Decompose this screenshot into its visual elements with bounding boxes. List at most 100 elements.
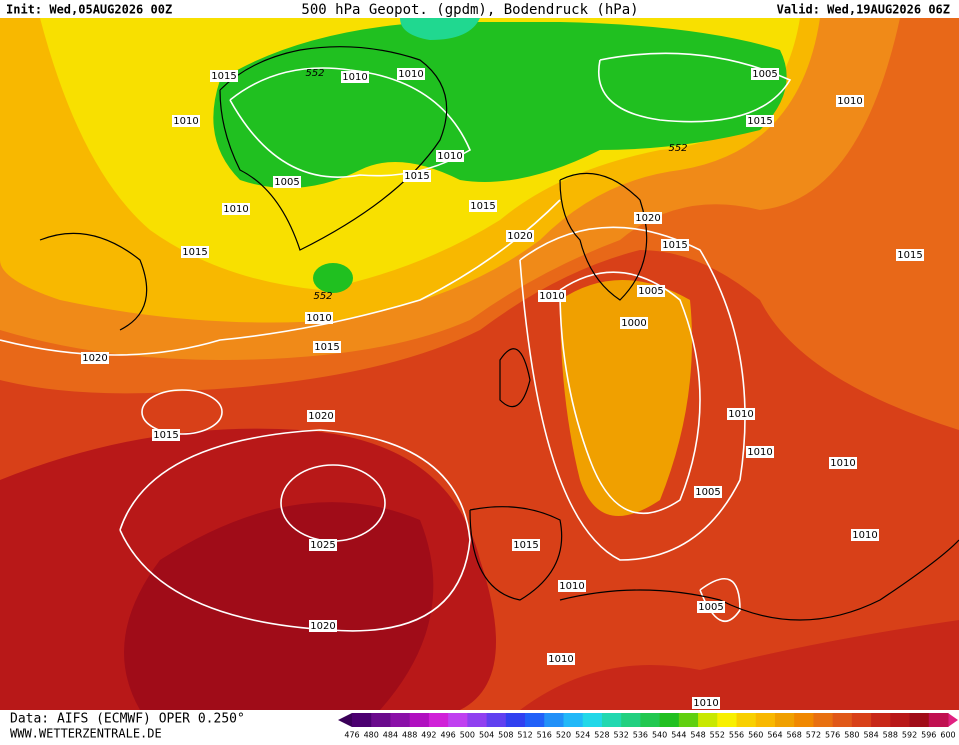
colorbar-swatch: [525, 713, 545, 727]
isobar-label: 1020: [635, 213, 660, 224]
isobar-label: 1005: [274, 177, 299, 188]
map-title: 500 hPa Geopot. (gpdm), Bodendruck (hPa): [301, 2, 638, 18]
isobar-label-box: [692, 697, 720, 709]
isobar-label: 552: [305, 68, 324, 79]
isobar-label-box: [829, 457, 857, 469]
isobar-label-box: [746, 115, 774, 127]
isobar-label-box: [309, 620, 337, 632]
isobar-label-box: [547, 653, 575, 665]
colorbar-arrow: [948, 713, 958, 727]
isobar-label: 1015: [404, 171, 429, 182]
isobar-label-box: [307, 410, 335, 422]
init-time: Init: Wed,05AUG2026 00Z: [6, 3, 172, 17]
colorbar-label: 492: [421, 731, 436, 740]
isobar-label-box: [727, 408, 755, 420]
colorbar-label: 584: [863, 731, 878, 740]
colorbar-swatch: [717, 713, 738, 727]
isobar-label: 1010: [548, 654, 573, 665]
colorbar-swatch: [871, 713, 891, 727]
isobar-label: 1010: [837, 96, 862, 107]
isobar-label: 1020: [82, 353, 107, 364]
colorbar-swatch: [813, 713, 834, 727]
isobar-label: 1010: [437, 151, 462, 162]
isobar-label: 1010: [852, 530, 877, 541]
header: Init: Wed,05AUG2026 00Z 500 hPa Geopot. …: [0, 0, 959, 18]
isobar-label: 1020: [310, 621, 335, 632]
colorbar-arrow: [338, 713, 352, 727]
isobar-label-box: [210, 70, 238, 82]
colorbar-swatch: [428, 713, 449, 727]
isobar-label: 1010: [830, 458, 855, 469]
colorbar-label: 572: [806, 731, 821, 740]
isobar-label-box: [273, 176, 301, 188]
colorbar-swatch: [582, 713, 603, 727]
isobar-label-box: [222, 203, 250, 215]
isobar-label-box: [152, 429, 180, 441]
isobar-label: 1010: [559, 581, 584, 592]
isobar-label-box: [558, 580, 586, 592]
colorbar: 476 480 484 488 492 496 500 504 508 512 516 520 524 5…: [344, 713, 956, 740]
isobar-label-box: [697, 601, 725, 613]
colorbar-swatch: [505, 713, 526, 727]
colorbar-label: 484: [383, 731, 398, 740]
isobar-label-box: [81, 352, 109, 364]
isobar-label-box: [341, 71, 369, 83]
isobar-label: 1015: [897, 250, 922, 261]
colorbar-swatch: [448, 713, 468, 727]
map-field: [0, 18, 959, 710]
isobar-label-box: [694, 486, 722, 498]
colorbar-swatch: [601, 713, 622, 727]
colorbar-swatch: [678, 713, 699, 727]
colorbar-label: 532: [614, 731, 629, 740]
isobar-label-box: [506, 230, 534, 242]
isobar-label: 1010: [342, 72, 367, 83]
isobar-label: 1015: [662, 240, 687, 251]
isobar-label: 1015: [153, 430, 178, 441]
colorbar-label: 476: [344, 731, 359, 740]
colorbar-label: 580: [844, 731, 859, 740]
isobar-label-box: [469, 200, 497, 212]
colorbar-label: 504: [479, 731, 494, 740]
isobar-label-box: [634, 212, 662, 224]
isobar-label: 552: [313, 291, 332, 302]
colorbar-swatch: [486, 713, 507, 727]
isobar-label-box: [751, 68, 779, 80]
colorbar-swatch: [352, 713, 372, 727]
colorbar-label: 508: [498, 731, 513, 740]
colorbar-swatch: [640, 713, 661, 727]
colorbar-label: 512: [517, 731, 532, 740]
isobar-label: 1025: [310, 540, 335, 551]
colorbar-label: 552: [710, 731, 725, 740]
isobar-label-box: [172, 115, 200, 127]
isobar-label: 1005: [695, 487, 720, 498]
isobar-label: 1015: [513, 540, 538, 551]
colorbar-label: 516: [537, 731, 552, 740]
colorbar-swatch: [563, 713, 584, 727]
isobar-label: 1015: [470, 201, 495, 212]
isobar-label: 1010: [223, 204, 248, 215]
isobar-label-box: [746, 446, 774, 458]
site-url: WWW.WETTERZENTRALE.DE: [10, 727, 162, 741]
isobar-label: 1010: [173, 116, 198, 127]
colorbar-label: 600: [940, 731, 955, 740]
isobar-labels: 1015 552 1010 1010 1005 1010 1010 1015 552 1010 10…: [81, 68, 924, 709]
isobar-label: 1010: [398, 69, 423, 80]
colorbar-swatch: [390, 713, 411, 727]
colorbar-label: 588: [883, 731, 898, 740]
colorbar-swatch: [832, 713, 853, 727]
isobar-label-box: [181, 246, 209, 258]
colorbar-swatch: [409, 713, 430, 727]
colorbar-label: 540: [652, 731, 667, 740]
isobar-label: 1010: [693, 698, 718, 709]
isobar-label: 1005: [638, 286, 663, 297]
colorbar-label: 528: [594, 731, 609, 740]
coastlines: [39, 46, 959, 621]
isobar-label-box: [851, 529, 879, 541]
isobar-label: 1010: [728, 409, 753, 420]
colorbar-swatch: [755, 713, 776, 727]
colorbar-swatch: [794, 713, 814, 727]
colorbar-label: 560: [748, 731, 763, 740]
isobar-label-box: [313, 341, 341, 353]
isobar-label-box: [538, 290, 566, 302]
